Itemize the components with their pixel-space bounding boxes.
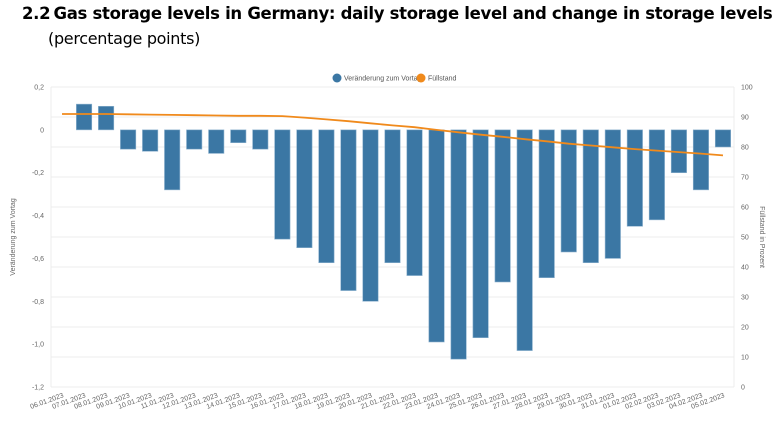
y-axis-title: Veränderung zum Vortag [10, 198, 17, 276]
y-tick-label: -1,2 [32, 385, 44, 392]
y2-tick-label: 0 [741, 385, 745, 392]
bar [120, 129, 137, 150]
bar [230, 129, 247, 144]
y-tick-label: -0,8 [32, 299, 44, 306]
bar [384, 129, 401, 264]
y-tick-label: -0,2 [32, 170, 44, 177]
y2-tick-label: 10 [741, 355, 749, 362]
chart-subtitle: (percentage points) [48, 29, 201, 48]
y-tick-label: -1,0 [32, 342, 44, 349]
legend-bar-label: Veränderung zum Vortag [344, 76, 422, 83]
bar [560, 129, 577, 253]
bar [516, 129, 533, 351]
legend-bar-marker [332, 73, 342, 83]
y2-tick-label: 70 [741, 175, 749, 182]
y2-tick-label: 90 [741, 115, 749, 122]
bar [164, 129, 181, 191]
y2-tick-label: 80 [741, 145, 749, 152]
bar [296, 129, 313, 249]
bar [406, 129, 423, 276]
bar [538, 129, 555, 279]
chart-title: 2.2 Gas storage levels in Germany: daily… [22, 4, 773, 23]
y-tick-label: 0 [40, 127, 44, 134]
bar [714, 129, 731, 148]
y-axis-left: 0,2 0 -0,2 -0,4 -0,6 -0,8 -1,0 -1,2 [32, 85, 44, 392]
legend-line-marker [416, 73, 426, 83]
bar [76, 103, 93, 131]
bar [98, 105, 115, 131]
bar [472, 129, 489, 339]
y-tick-label: 0,2 [34, 85, 44, 92]
bar [648, 129, 665, 221]
bar [186, 129, 203, 150]
bar [428, 129, 445, 343]
bar [494, 129, 511, 283]
line-series [62, 113, 724, 157]
y2-tick-label: 20 [741, 325, 749, 332]
bar [582, 129, 599, 264]
bar [318, 129, 335, 264]
y2-tick-label: 100 [741, 85, 753, 92]
title-text: Gas storage levels in Germany: daily sto… [53, 4, 773, 23]
bar [450, 129, 467, 360]
y-tick-label: -0,4 [32, 213, 44, 220]
bar [274, 129, 291, 240]
legend-line-label: Füllstand [428, 76, 457, 83]
bar [142, 129, 159, 152]
bar [604, 129, 621, 259]
line-path [62, 113, 724, 157]
bar [340, 129, 357, 291]
legend: Veränderung zum Vortag Füllstand [332, 73, 457, 83]
x-axis: 06.01.202307.01.202308.01.202309.01.2023… [29, 392, 725, 411]
bar [208, 129, 225, 154]
bar [692, 129, 709, 191]
bar [252, 129, 269, 150]
bar-series [76, 103, 731, 360]
y2-tick-label: 30 [741, 295, 749, 302]
section-number: 2.2 [22, 4, 51, 23]
bar [626, 129, 643, 227]
y2-tick-label: 50 [741, 235, 749, 242]
bar [362, 129, 379, 302]
y2-tick-label: 60 [741, 205, 749, 212]
gridlines [50, 86, 735, 388]
y-tick-label: -0,6 [32, 256, 44, 263]
y2-axis-title: Füllstand in Prozent [758, 206, 765, 268]
y2-tick-label: 40 [741, 265, 749, 272]
